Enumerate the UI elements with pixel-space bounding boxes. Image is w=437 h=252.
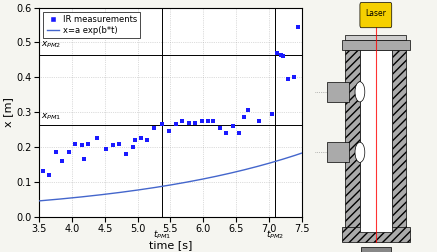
Point <box>285 77 292 81</box>
Point <box>255 119 262 123</box>
Point <box>46 173 53 177</box>
Point <box>39 169 46 173</box>
Point <box>273 51 280 55</box>
Point <box>52 150 59 154</box>
Bar <box>327 142 349 162</box>
Point <box>94 136 101 140</box>
Bar <box>360 50 392 232</box>
Point <box>109 143 116 147</box>
Text: $t_{PM2}$: $t_{PM2}$ <box>266 228 284 241</box>
Point <box>280 54 287 58</box>
Point <box>198 119 205 123</box>
Circle shape <box>355 82 365 102</box>
Point <box>66 150 73 154</box>
Point <box>172 122 179 126</box>
Point <box>268 112 275 116</box>
Point <box>192 120 199 124</box>
Bar <box>327 82 349 102</box>
Point <box>150 126 158 130</box>
Point <box>229 124 236 128</box>
Point <box>185 120 192 124</box>
Text: $x_{PM2}$: $x_{PM2}$ <box>41 40 61 50</box>
Point <box>244 108 251 112</box>
Point <box>80 157 87 161</box>
Point <box>290 75 297 79</box>
Point <box>158 122 165 126</box>
Bar <box>361 247 391 252</box>
Text: $x_{PM1}$: $x_{PM1}$ <box>41 111 61 121</box>
Point <box>166 129 173 133</box>
Point <box>236 131 243 135</box>
Point <box>144 138 151 142</box>
X-axis label: time [s]: time [s] <box>149 240 192 250</box>
Point <box>216 126 223 130</box>
Text: Laser: Laser <box>365 9 386 18</box>
Point <box>79 143 86 147</box>
Point <box>137 136 144 140</box>
Point <box>295 25 302 29</box>
Point <box>103 147 110 151</box>
Legend: IR measurements, x=a exp(b*t): IR measurements, x=a exp(b*t) <box>44 12 140 38</box>
Bar <box>345 50 360 232</box>
Point <box>85 142 92 146</box>
Point <box>277 53 284 57</box>
Point <box>116 142 123 146</box>
Bar <box>392 50 406 232</box>
Point <box>179 119 186 123</box>
Bar <box>342 227 410 242</box>
Point <box>205 119 212 123</box>
Circle shape <box>355 142 365 162</box>
Point <box>122 152 129 156</box>
Bar <box>342 40 410 50</box>
Point <box>72 142 79 146</box>
Point <box>240 115 247 119</box>
Bar <box>345 35 406 40</box>
Point <box>222 131 230 135</box>
Text: $t_{PM1}$: $t_{PM1}$ <box>153 228 171 241</box>
FancyBboxPatch shape <box>360 3 392 28</box>
Point <box>210 119 217 123</box>
Y-axis label: x [m]: x [m] <box>3 97 14 127</box>
Point <box>59 159 66 163</box>
Point <box>130 145 137 149</box>
Point <box>132 138 139 142</box>
